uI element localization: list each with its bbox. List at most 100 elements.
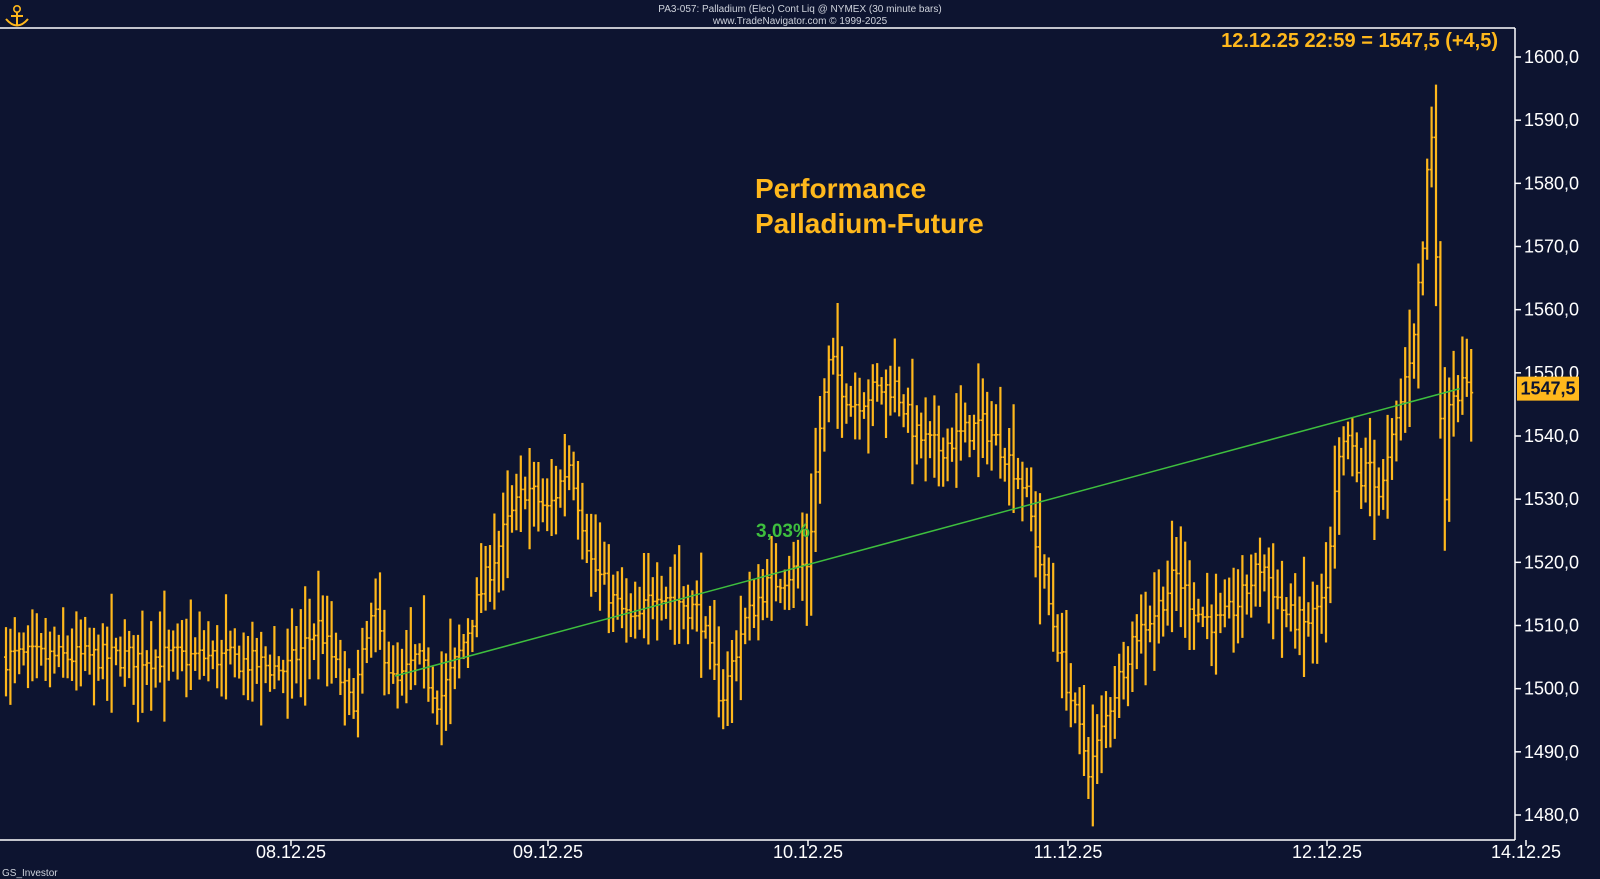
price-bar	[576, 460, 580, 540]
anchor-logo-icon	[5, 5, 29, 27]
price-bar	[241, 632, 246, 696]
price-bar	[1271, 543, 1276, 640]
price-bar	[1420, 241, 1425, 296]
price-bar	[162, 590, 167, 722]
last-quote-label: 12.12.25 22:59 = 1547,5 (+4,5)	[1221, 30, 1498, 52]
price-bar	[1130, 621, 1135, 692]
price-axis-ticks: 1480,0 1490,0 1500,0 1510,0 1520,0 1530,0 1540…	[1515, 47, 1579, 825]
price-bar	[514, 473, 519, 531]
price-bar	[866, 379, 871, 454]
price-bar	[272, 626, 277, 690]
price-bar	[558, 469, 563, 508]
price-bar	[536, 461, 541, 532]
time-tick-label: 10.12.25	[773, 842, 843, 862]
price-bar	[268, 654, 272, 692]
price-bar	[787, 555, 792, 611]
price-bar	[17, 632, 22, 675]
price-bar	[884, 369, 888, 438]
price-bar	[100, 623, 105, 680]
price-tick-label: 1540,0	[1524, 426, 1579, 446]
price-bar	[219, 639, 224, 697]
price-bar	[1002, 447, 1007, 482]
price-tick-label: 1580,0	[1524, 173, 1579, 193]
price-bar	[8, 628, 13, 705]
price-bar	[1275, 569, 1280, 610]
price-bar	[628, 593, 633, 638]
price-bar	[743, 607, 748, 645]
price-bar	[65, 635, 70, 679]
price-bar	[593, 514, 598, 593]
price-bar	[1222, 579, 1227, 628]
price-bar	[1073, 692, 1078, 724]
price-bar	[1425, 158, 1430, 260]
price-bar	[1183, 541, 1188, 638]
price-bar	[52, 626, 57, 674]
price-bar	[1236, 569, 1240, 644]
price-bar	[1438, 241, 1443, 439]
price-bar	[1288, 583, 1293, 632]
price-bar	[690, 590, 695, 630]
price-bar	[39, 632, 44, 666]
price-bar	[1134, 614, 1139, 670]
price-bar	[620, 567, 624, 629]
price-bar	[404, 630, 409, 704]
price-bar	[875, 363, 880, 402]
price-bar	[1372, 439, 1377, 540]
price-bar	[734, 630, 739, 682]
price-bar	[818, 396, 822, 504]
price-bar	[809, 473, 814, 616]
price-bar	[1187, 560, 1192, 651]
last-price-marker: 1547,5	[1517, 376, 1579, 401]
price-bar	[615, 571, 620, 620]
price-bar	[12, 617, 17, 684]
price-bar	[1117, 653, 1122, 719]
price-bar	[1359, 447, 1364, 509]
price-bar	[1346, 421, 1350, 460]
price-bar	[1368, 417, 1372, 517]
price-bar	[166, 629, 171, 681]
price-bar	[721, 669, 726, 730]
price-bar	[906, 387, 910, 433]
price-tick-label: 1480,0	[1524, 805, 1579, 825]
price-bar	[1156, 569, 1161, 644]
price-bar	[70, 628, 74, 681]
last-price-label: 1547,5	[1520, 379, 1575, 399]
price-bar	[426, 647, 431, 702]
price-bar	[862, 392, 866, 419]
price-bar	[1403, 347, 1408, 433]
price-bar	[985, 391, 990, 465]
price-bar	[708, 605, 712, 670]
price-bar	[312, 623, 316, 661]
price-bar	[281, 659, 286, 694]
time-tick-label: 12.12.25	[1292, 842, 1362, 862]
price-bar	[26, 625, 30, 689]
price-bar	[822, 378, 827, 452]
price-bar	[105, 626, 110, 701]
price-bar	[492, 513, 497, 610]
price-bar	[1293, 573, 1298, 649]
price-bar	[483, 546, 488, 611]
price-bar	[967, 415, 972, 458]
price-bar	[347, 668, 352, 716]
price-bar	[1209, 604, 1214, 667]
price-bar	[1055, 614, 1060, 662]
price-bar	[1126, 646, 1130, 707]
price-bar	[43, 617, 48, 681]
price-bar	[584, 513, 589, 564]
price-bar	[523, 476, 528, 510]
price-bar	[703, 616, 708, 639]
chart-header-line2: www.TradeNavigator.com © 1999-2025	[712, 16, 888, 27]
price-bar	[1354, 432, 1359, 483]
price-bar	[334, 632, 338, 678]
price-bar	[681, 586, 686, 630]
price-bar	[659, 575, 664, 621]
price-bar	[1390, 418, 1394, 480]
trend-line	[394, 387, 1460, 677]
price-bar	[518, 455, 523, 532]
price-bar	[879, 377, 884, 405]
price-bar	[171, 630, 176, 672]
price-bar	[580, 482, 585, 560]
price-bar	[602, 541, 607, 585]
price-bar	[1038, 493, 1042, 625]
